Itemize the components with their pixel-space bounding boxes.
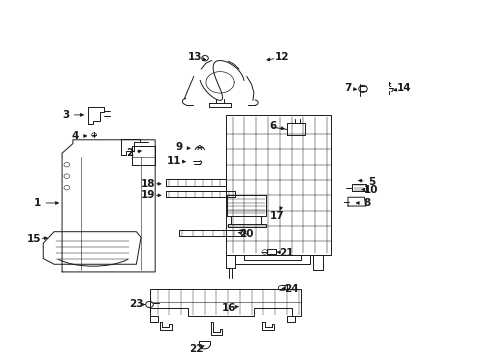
Text: 10: 10 [364, 185, 378, 194]
Text: 14: 14 [396, 83, 411, 93]
Text: 13: 13 [187, 53, 202, 62]
Text: 16: 16 [222, 303, 236, 313]
Text: 23: 23 [129, 300, 143, 310]
Text: 2: 2 [125, 148, 133, 158]
Text: 3: 3 [62, 110, 69, 120]
Text: 17: 17 [269, 211, 284, 221]
Text: 7: 7 [344, 83, 351, 93]
Text: 22: 22 [189, 344, 203, 354]
Text: 19: 19 [141, 190, 155, 200]
Text: 24: 24 [284, 284, 298, 294]
Text: 20: 20 [239, 229, 254, 239]
Text: 15: 15 [26, 234, 41, 244]
Text: 21: 21 [279, 248, 293, 258]
Text: 5: 5 [367, 177, 374, 187]
Text: 1: 1 [34, 198, 41, 208]
Text: 9: 9 [175, 143, 182, 152]
Text: 6: 6 [268, 121, 276, 131]
Text: 12: 12 [274, 53, 289, 62]
Text: 18: 18 [141, 179, 155, 189]
Text: 11: 11 [166, 156, 181, 166]
Text: 4: 4 [71, 131, 79, 141]
Text: 8: 8 [363, 198, 369, 208]
